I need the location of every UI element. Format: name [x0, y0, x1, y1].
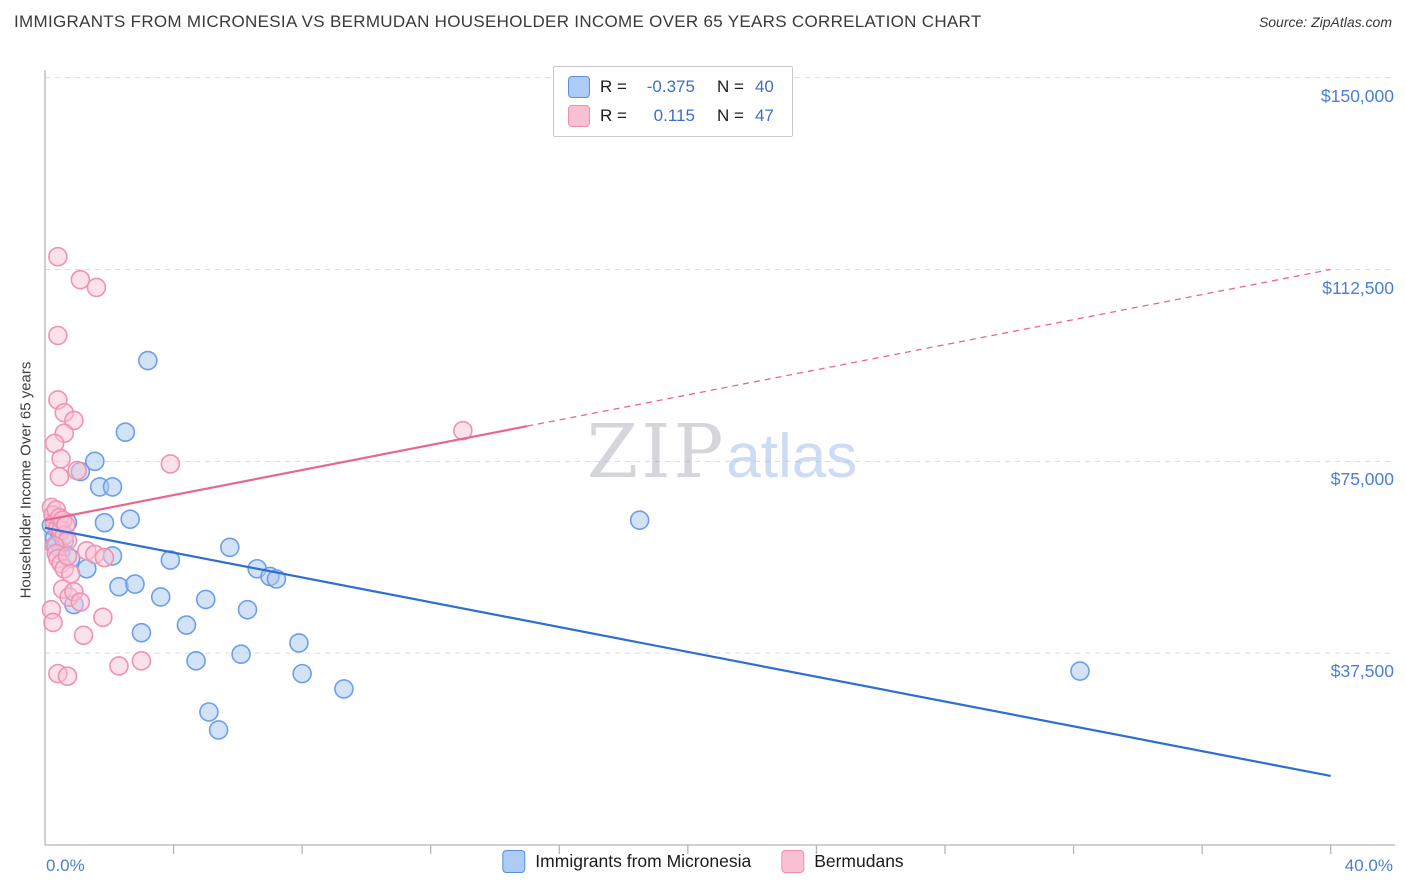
- scatter-point-micronesia: [334, 679, 354, 699]
- bermudans-swatch: [568, 105, 590, 127]
- trend-line-extension-bermudans: [527, 268, 1331, 427]
- page-title: IMMIGRANTS FROM MICRONESIA VS BERMUDAN H…: [14, 12, 982, 31]
- scatter-point-bermudans: [70, 592, 91, 612]
- scatter-point-micronesia: [208, 720, 229, 740]
- scatter-point-bermudans: [57, 546, 78, 566]
- scatter-point-micronesia: [195, 589, 216, 610]
- r-value-bermudans: 0.115: [653, 106, 695, 125]
- scatter-point-bermudans: [49, 466, 70, 487]
- scatter-point-bermudans: [73, 625, 94, 646]
- trend-line-bermudans: [44, 425, 528, 522]
- scatter-point-bermudans: [67, 460, 87, 481]
- r-label: R =: [600, 77, 627, 96]
- scatter-point-bermudans: [94, 547, 115, 568]
- x-axis-min-label: 0.0%: [46, 856, 85, 875]
- scatter-point-micronesia: [237, 599, 258, 620]
- scatter-point-micronesia: [1070, 661, 1090, 681]
- scatter-point-bermudans: [160, 454, 181, 474]
- legend-item-micronesia: Immigrants from Micronesia: [502, 850, 751, 873]
- y-tick-label: $75,000: [1330, 469, 1394, 490]
- x-axis-max-label: 40.0%: [1344, 856, 1393, 875]
- scatter-point-bermudans: [48, 246, 68, 267]
- scatter-point-micronesia: [231, 644, 251, 664]
- scatter-point-bermudans: [57, 666, 78, 686]
- scatter-point-bermudans: [51, 448, 71, 469]
- n-label: N =: [716, 77, 744, 96]
- series-legend: Immigrants from Micronesia Bermudans: [502, 850, 904, 873]
- scatter-point-bermudans: [43, 612, 63, 633]
- y-tick-label: $150,000: [1321, 85, 1394, 106]
- scatter-point-micronesia: [94, 512, 115, 533]
- scatter-point-bermudans: [48, 325, 68, 346]
- scatter-point-micronesia: [131, 622, 152, 643]
- scatter-point-bermudans: [131, 651, 152, 671]
- scatter-point-micronesia: [289, 633, 309, 653]
- scatter-point-bermudans: [93, 607, 113, 628]
- scatter-point-micronesia: [102, 477, 123, 497]
- scatter-point-micronesia: [120, 509, 140, 529]
- r-label: R =: [600, 106, 627, 125]
- scatter-point-micronesia: [199, 702, 219, 722]
- scatter-point-micronesia: [115, 422, 136, 442]
- n-label: N =: [716, 106, 744, 125]
- correlation-stats-legend: R = -0.375 N = 40 R = 0.115 N = 47: [553, 66, 793, 137]
- scatter-point-micronesia: [150, 587, 171, 607]
- micronesia-legend-label: Immigrants from Micronesia: [535, 851, 752, 871]
- scatter-point-micronesia: [266, 569, 287, 589]
- bermudans-legend-swatch: [781, 850, 805, 873]
- micronesia-swatch: [568, 76, 590, 98]
- scatter-point-micronesia: [85, 451, 105, 472]
- y-tick-label: $112,500: [1322, 277, 1394, 298]
- n-value-bermudans: 47: [754, 106, 774, 125]
- y-tick-label: $37,500: [1330, 661, 1394, 682]
- legend-item-bermudans: Bermudans: [781, 850, 904, 873]
- scatter-point-micronesia: [125, 574, 145, 594]
- bermudans-legend-label: Bermudans: [814, 851, 904, 871]
- legend-row-micronesia: R = -0.375 N = 40: [568, 76, 774, 98]
- trend-line-micronesia: [44, 526, 1331, 778]
- legend-row-bermudans: R = 0.115 N = 47: [568, 105, 774, 127]
- scatter-point-micronesia: [109, 576, 129, 597]
- scatter-point-micronesia: [220, 537, 240, 558]
- scatter-point-micronesia: [629, 510, 650, 530]
- scatter-point-bermudans: [86, 277, 107, 298]
- scatter-point-micronesia: [186, 651, 206, 671]
- scatter-point-bermudans: [109, 656, 129, 676]
- scatter-point-micronesia: [176, 615, 197, 635]
- scatter-point-micronesia: [138, 350, 158, 371]
- n-value-micronesia: 40: [754, 77, 774, 96]
- source-label: Source: ZipAtlas.com: [1258, 14, 1392, 30]
- r-value-micronesia: -0.375: [646, 77, 695, 96]
- scatter-point-bermudans: [70, 269, 91, 290]
- scatter-point-micronesia: [292, 663, 312, 684]
- micronesia-legend-swatch: [502, 850, 526, 873]
